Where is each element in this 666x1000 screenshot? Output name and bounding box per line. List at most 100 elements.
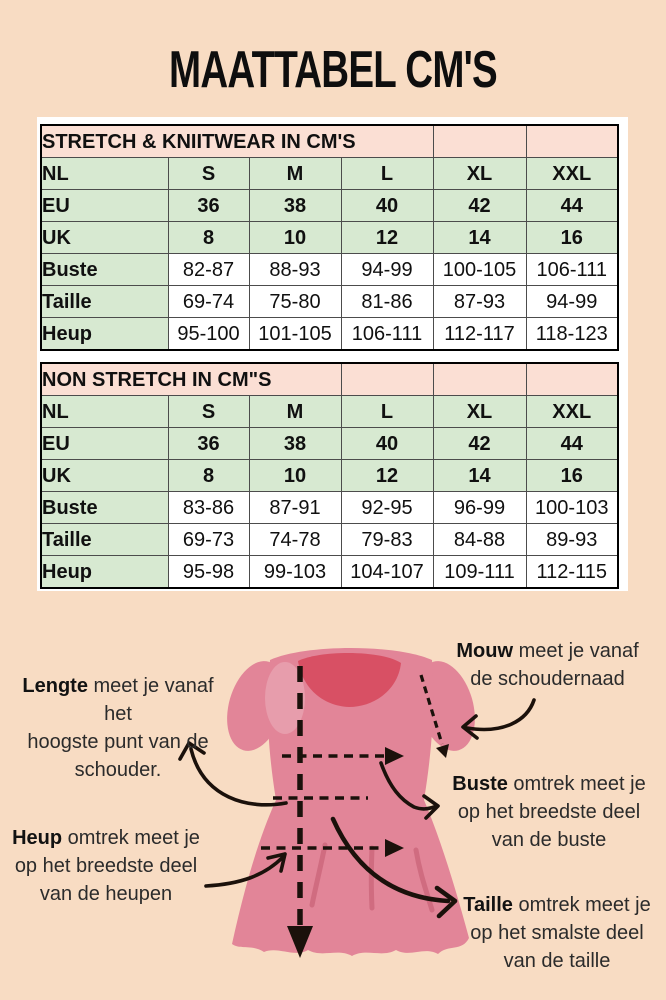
cell: 40 — [340, 427, 434, 460]
cell: 69-73 — [167, 523, 250, 556]
note-heup-line1: omtrek meet je — [62, 827, 200, 849]
note-mouw: Mouw meet je vanaf de schoudernaad — [435, 637, 660, 693]
cell: 112-115 — [525, 555, 619, 589]
row-label: UK — [40, 459, 169, 492]
note-taille: Taille omtrek meet je op het smalste dee… — [450, 891, 664, 975]
note-lengte: Lengte meet je vanaf het hoogste punt va… — [8, 672, 228, 784]
note-buste-line2: op het breedste deel — [457, 801, 641, 823]
non-stretch-size-table: NON STRETCH IN CM"S NL S M L XL XXL EU 36 38 40 42 4… — [40, 362, 619, 589]
table-row: UK 8 10 12 14 16 — [40, 459, 619, 492]
mouw-dashed-line — [419, 674, 449, 758]
row-label: UK — [40, 221, 169, 254]
cell: 84-88 — [432, 523, 527, 556]
table-row: Buste 83-86 87-91 92-95 96-99 100-103 — [40, 491, 619, 524]
table-row: EU 36 38 40 42 44 — [40, 427, 619, 460]
cell: XL — [432, 157, 527, 190]
cell: 101-105 — [248, 317, 342, 351]
table-row: NL S M L XL XXL — [40, 157, 619, 190]
cell: 42 — [432, 427, 527, 460]
cell: 42 — [432, 189, 527, 222]
row-label: Taille — [40, 285, 169, 318]
row-label: Heup — [40, 317, 169, 351]
cell: 87-93 — [432, 285, 527, 318]
stretch-size-table: STRETCH & KNIITWEAR IN CM'S NL S M L XL XXL EU 3… — [40, 124, 619, 351]
note-lengte-line3: schouder. — [74, 759, 162, 781]
row-label: EU — [40, 189, 169, 222]
table-row: Taille 69-74 75-80 81-86 87-93 94-99 — [40, 285, 619, 318]
empty-header-cell — [525, 362, 619, 396]
heup-arrow — [204, 852, 287, 888]
note-heup-line3: van de heupen — [39, 883, 173, 905]
table-header-row: NON STRETCH IN CM"S — [40, 362, 619, 396]
note-mouw-keyword: Mouw — [456, 640, 514, 662]
cell: 38 — [248, 427, 342, 460]
cell: 75-80 — [248, 285, 342, 318]
cell: 109-111 — [432, 555, 527, 589]
page-title: MAATTABEL CM'S — [169, 41, 498, 99]
table-row: Heup 95-98 99-103 104-107 109-111 112-115 — [40, 555, 619, 589]
note-lengte-keyword: Lengte — [22, 675, 88, 697]
note-heup: Heup omtrek meet je op het breedste deel… — [2, 824, 210, 908]
cell: 83-86 — [167, 491, 250, 524]
cell: 38 — [248, 189, 342, 222]
cell: 100-103 — [525, 491, 619, 524]
cell: 69-74 — [167, 285, 250, 318]
cell: 112-117 — [432, 317, 527, 351]
empty-header-cell — [340, 362, 434, 396]
row-label: Taille — [40, 523, 169, 556]
cell: 104-107 — [340, 555, 434, 589]
table-row: Taille 69-73 74-78 79-83 84-88 89-93 — [40, 523, 619, 556]
note-buste: Buste omtrek meet je op het breedste dee… — [438, 770, 660, 854]
note-taille-line3: van de taille — [503, 950, 611, 972]
cell: M — [248, 395, 342, 428]
row-label: Buste — [40, 491, 169, 524]
note-mouw-line2: de schoudernaad — [470, 668, 625, 690]
note-lengte-line2: hoogste punt van de — [27, 731, 209, 753]
empty-header-cell — [525, 124, 619, 158]
cell: 40 — [340, 189, 434, 222]
note-taille-line2: op het smalste deel — [470, 922, 644, 944]
cell: 99-103 — [248, 555, 342, 589]
note-heup-keyword: Heup — [12, 827, 63, 849]
cell: XXL — [525, 157, 619, 190]
cell: XXL — [525, 395, 619, 428]
cell: 14 — [432, 459, 527, 492]
empty-header-cell — [432, 362, 527, 396]
note-buste-line3: van de buste — [491, 829, 607, 851]
heup-dashed-line — [261, 839, 404, 857]
table-row: Heup 95-100 101-105 106-111 112-117 118-123 — [40, 317, 619, 351]
dress-body — [232, 648, 469, 956]
cell: 10 — [248, 221, 342, 254]
row-label: NL — [40, 157, 169, 190]
cell: S — [167, 157, 250, 190]
cell: 8 — [167, 221, 250, 254]
cell: 16 — [525, 459, 619, 492]
down-arrowhead-icon — [287, 926, 313, 958]
cell: 92-95 — [340, 491, 434, 524]
note-taille-line1: omtrek meet je — [512, 894, 651, 916]
dress-neckline — [298, 652, 401, 707]
cell: 106-111 — [340, 317, 434, 351]
table-title: NON STRETCH IN CM"S — [40, 362, 342, 396]
dress-illustration — [227, 648, 475, 956]
row-label: EU — [40, 427, 169, 460]
note-buste-keyword: Buste — [452, 773, 508, 795]
cell: M — [248, 157, 342, 190]
cell: 95-98 — [167, 555, 250, 589]
cell: 81-86 — [340, 285, 434, 318]
cell: 10 — [248, 459, 342, 492]
note-lengte-line1: meet je vanaf het — [87, 675, 214, 725]
skirt-pleats — [309, 842, 435, 913]
lengte-dashed-line — [287, 666, 313, 958]
empty-header-cell — [432, 124, 527, 158]
cell: 100-105 — [432, 253, 527, 286]
note-buste-line1: omtrek meet je — [507, 773, 646, 795]
cell: 118-123 — [525, 317, 619, 351]
cell: 94-99 — [525, 285, 619, 318]
table-row: EU 36 38 40 42 44 — [40, 189, 619, 222]
note-heup-line2: op het breedste deel — [14, 855, 198, 877]
row-label: Heup — [40, 555, 169, 589]
cell: 74-78 — [248, 523, 342, 556]
